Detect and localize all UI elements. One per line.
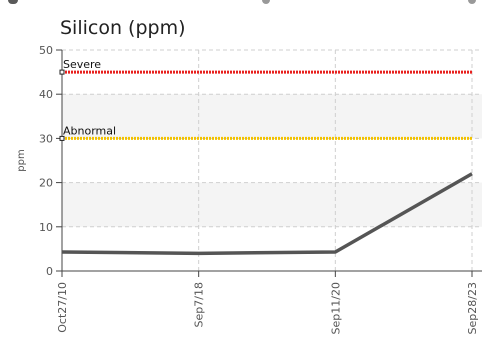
series-lines bbox=[61, 172, 473, 256]
axes bbox=[56, 49, 482, 277]
y-tick-label: 0 bbox=[46, 265, 53, 278]
y-tick-label: 50 bbox=[39, 44, 53, 57]
threshold-label: Severe bbox=[63, 58, 101, 71]
plot-band bbox=[62, 182, 482, 227]
threshold-lines: Severe Abnormal bbox=[59, 58, 472, 141]
threshold-marker bbox=[59, 69, 65, 75]
y-tick-label: 30 bbox=[39, 132, 53, 145]
series-line bbox=[61, 172, 473, 256]
plot-bands bbox=[62, 94, 482, 227]
threshold-label: Abnormal bbox=[63, 124, 116, 137]
y-tick-label: 10 bbox=[39, 221, 53, 234]
y-axis-label: ppm bbox=[16, 149, 27, 171]
clipped-top-strip bbox=[0, 0, 487, 6]
y-tick-label: 40 bbox=[39, 88, 53, 101]
threshold-marker bbox=[59, 135, 65, 141]
tick-labels: 0 10 20 30 40 50 Oct27/10 Sep7/18 Sep11/20 Sep28/… bbox=[16, 44, 479, 334]
x-tick-label: Sep28/23 bbox=[466, 282, 479, 334]
x-tick-label: Oct27/10 bbox=[56, 282, 69, 333]
x-tick-label: Sep7/18 bbox=[193, 282, 206, 327]
chart-title: Silicon (ppm) bbox=[60, 17, 186, 39]
x-tick-label: Sep11/20 bbox=[329, 282, 342, 334]
y-tick-label: 20 bbox=[39, 177, 53, 190]
grid-lines bbox=[61, 49, 482, 271]
plot-band bbox=[62, 94, 482, 139]
